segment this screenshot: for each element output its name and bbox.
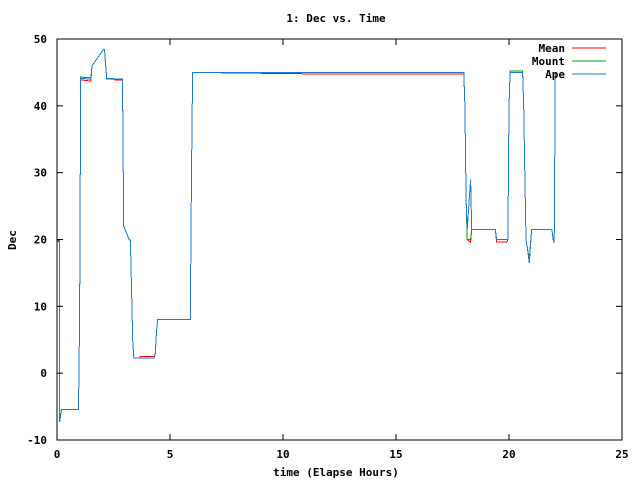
legend-label-ape: Ape [545,68,565,81]
y-tick-label: 50 [34,33,47,46]
y-tick-label: 20 [34,234,47,247]
y-tick-label: 10 [34,300,47,313]
x-tick-label: 5 [167,448,174,461]
legend-label-mount: Mount [532,55,565,68]
series-line-mount [57,49,557,420]
series-layer [57,49,557,423]
x-tick-label: 15 [389,448,402,461]
series-line-mean [57,49,557,420]
y-tick-label: 30 [34,167,47,180]
x-tick-label: 10 [276,448,289,461]
plot-frame [56,38,623,441]
axes-layer: 0 5 10 15 20 25 -10 0 10 20 30 40 50 [27,33,629,461]
y-tick-label: 0 [40,367,47,380]
x-axis-label: time (Elapse Hours) [273,466,399,479]
y-axis-label: Dec [6,230,19,250]
y-tick-label: 40 [34,100,47,113]
chart-title: 1: Dec vs. Time [286,12,386,25]
y-tick-label: -10 [27,434,47,447]
x-tick-label: 25 [615,448,628,461]
x-tick-label: 20 [502,448,515,461]
legend-label-mean: Mean [539,42,566,55]
x-tick-label: 0 [54,448,61,461]
series-line-ape [57,49,557,423]
